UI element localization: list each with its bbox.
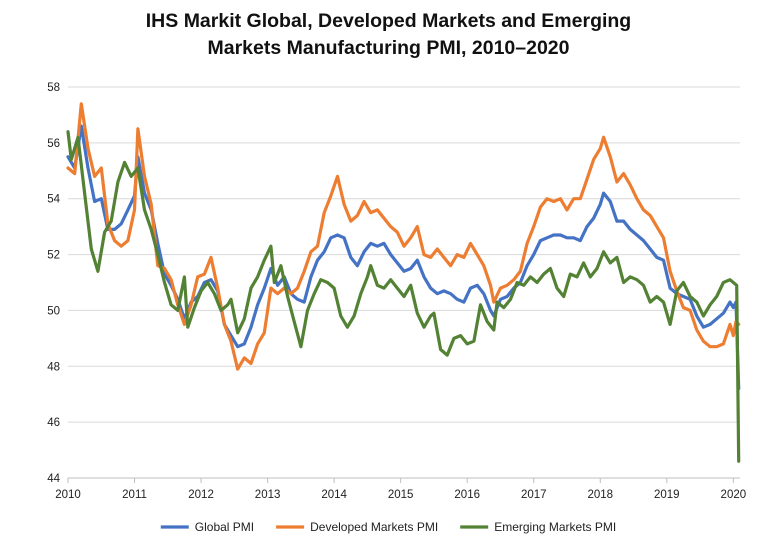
- series-lines: [66, 102, 741, 463]
- series-line-global-pmi: [66, 124, 741, 391]
- y-tick-label: 58: [47, 82, 60, 94]
- legend-label: Emerging Markets PMI: [494, 520, 616, 534]
- legend-label: Global PMI: [195, 520, 254, 534]
- x-tick-label: 2011: [122, 489, 147, 501]
- x-tick-label: 2016: [454, 489, 480, 501]
- y-tick-label: 44: [47, 473, 60, 485]
- y-tick-label: 46: [47, 417, 60, 429]
- x-tick-label: 2014: [321, 489, 347, 501]
- x-tick-label: 2013: [255, 489, 281, 501]
- x-tick-label: 2017: [521, 489, 547, 501]
- y-tick-label: 52: [47, 250, 60, 262]
- x-tick-label: 2015: [388, 489, 414, 501]
- y-tick-label: 48: [47, 361, 60, 373]
- legend-label: Developed Markets PMI: [310, 520, 438, 534]
- chart-title-line-1: IHS Markit Global, Developed Markets and…: [145, 10, 632, 32]
- series-line-emerging-markets-pmi: [66, 130, 741, 463]
- x-tick-label: 2018: [587, 489, 613, 501]
- y-tick-label: 54: [47, 194, 60, 206]
- chart-title-line-2: Markets Manufacturing PMI, 2010–2020: [207, 37, 570, 59]
- x-tick-label: 2012: [188, 489, 214, 501]
- series-line-developed-markets-pmi: [66, 102, 741, 371]
- x-tick-label: 2019: [654, 489, 680, 501]
- x-tick-label: 2010: [55, 489, 81, 501]
- chart-title: IHS Markit Global, Developed Markets and…: [0, 8, 777, 62]
- y-tick-label: 50: [47, 305, 60, 317]
- axes: 44 46 48 50 52 54 56 58 2010 2011 2012 2013 2014 2015…: [47, 82, 746, 501]
- legend: Global PMI Developed Markets PMI Emerging …: [160, 520, 616, 534]
- x-tick-label: 2020: [721, 489, 747, 501]
- y-tick-label: 56: [47, 138, 60, 150]
